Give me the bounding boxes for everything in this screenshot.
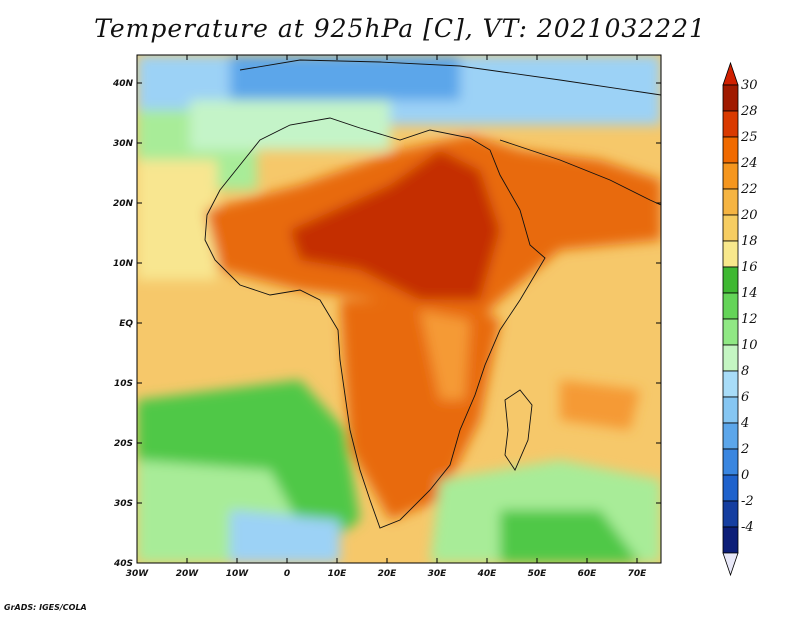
lat-tick-label: EQ — [119, 319, 133, 329]
lat-tick-label: 40N — [112, 79, 134, 89]
colorbar-swatch — [722, 110, 739, 138]
colorbar-swatch — [722, 474, 739, 502]
colorbar-swatch — [722, 214, 739, 242]
lat-axis: 40N 30N 20N 10N EQ 10S 20S 30S 40S — [112, 79, 661, 569]
footer-credit: GrADS: IGES/COLA — [4, 603, 87, 612]
map-title: Temperature at 925hPa [C], VT: 202103222… — [94, 14, 706, 43]
colorbar-label: 25 — [740, 130, 758, 145]
lon-tick-label: 60E — [578, 569, 598, 579]
colorbar-swatch — [722, 448, 739, 476]
colorbar-swatch — [722, 162, 739, 190]
colorbar-label: 2 — [740, 442, 749, 457]
colorbar-swatch — [722, 422, 739, 450]
lon-tick-label: 10E — [328, 569, 348, 579]
colorbar-label: 22 — [740, 182, 758, 197]
colorbar-label: 30 — [741, 78, 758, 93]
lat-tick-label: 10N — [113, 259, 134, 269]
colorbar-label: 12 — [741, 312, 758, 327]
colorbar-label: 4 — [740, 416, 749, 431]
lon-tick-label: 70E — [628, 569, 648, 579]
colorbar-label: 14 — [741, 286, 758, 301]
lon-tick-label: 30E — [428, 569, 448, 579]
lat-tick-label: 20S — [114, 439, 133, 449]
colorbar-label: 0 — [741, 468, 749, 483]
lat-tick-label: 30N — [113, 139, 134, 149]
colorbar-swatch — [722, 188, 739, 216]
lon-tick-label: 20W — [176, 569, 200, 579]
lon-tick-label: 50E — [528, 569, 548, 579]
colorbar-label: 24 — [740, 156, 758, 171]
colorbar-swatch — [722, 292, 739, 320]
colorbar-label: 6 — [741, 390, 749, 405]
colorbar-over-arrow — [722, 61, 739, 86]
colorbar-label: 8 — [741, 364, 749, 379]
colorbar-label: 28 — [740, 104, 758, 119]
colorbar-label: 16 — [741, 260, 758, 275]
coastlines — [204, 59, 661, 529]
colorbar-label: -4 — [741, 520, 754, 535]
colorbar-swatch — [722, 266, 739, 294]
lon-tick-label: 30W — [126, 569, 150, 579]
lon-tick-label: 0 — [284, 569, 290, 579]
colorbar-swatch — [722, 396, 739, 424]
lon-axis: 30W 20W 10W 0 10E 20E 30E 40E 50E 60E 70E — [126, 55, 647, 579]
colorbar-swatch — [722, 526, 739, 554]
colorbar-swatch — [722, 344, 739, 372]
lat-tick-label: 40S — [113, 559, 133, 569]
colorbar-label: -2 — [741, 494, 754, 509]
temperature-field — [137, 55, 661, 563]
lat-tick-label: 10S — [114, 379, 133, 389]
plot-frame — [136, 54, 662, 564]
colorbar-under-arrow — [722, 552, 739, 577]
colorbar-swatch — [722, 370, 739, 398]
colorbar-label: 20 — [740, 208, 758, 223]
colorbar-swatch — [722, 84, 739, 112]
colorbar-label: 10 — [741, 338, 758, 353]
colorbar-swatch — [722, 500, 739, 528]
lon-tick-label: 10W — [226, 569, 250, 579]
colorbar-swatch — [722, 136, 739, 164]
colorbar-swatch — [722, 240, 739, 268]
lon-tick-label: 40E — [477, 569, 498, 579]
colorbar-label: 18 — [741, 234, 758, 249]
lon-tick-label: 20E — [378, 569, 398, 579]
lat-tick-label: 30S — [114, 499, 133, 509]
lat-tick-label: 20N — [113, 199, 134, 209]
colorbar-swatch — [722, 318, 739, 346]
